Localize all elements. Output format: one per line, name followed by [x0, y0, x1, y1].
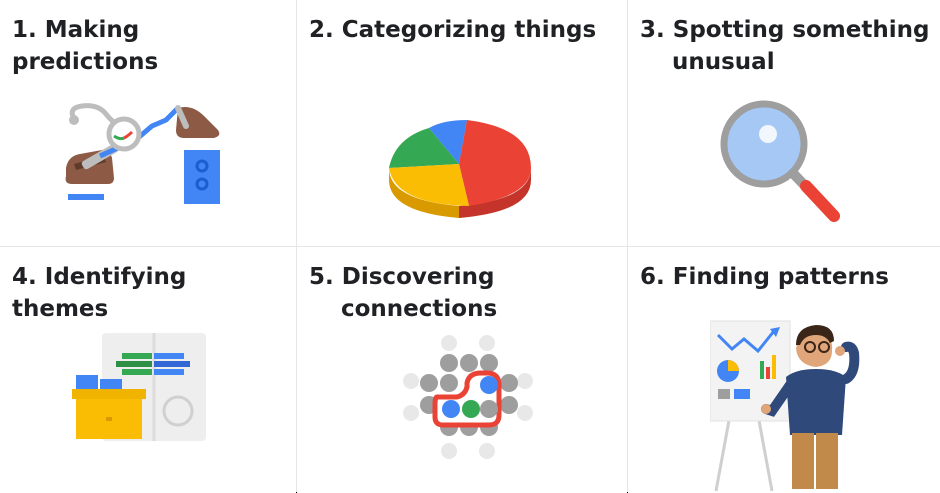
filing-box-icon — [66, 331, 216, 443]
cell-title-text: Discovering — [341, 264, 495, 290]
connected-dots-icon — [403, 331, 533, 461]
cell-spotting-unusual: 3. Spotting something unusual — [628, 0, 940, 246]
presenter-chart-icon — [710, 315, 860, 493]
cell-title: 2. Categorizing things — [309, 14, 619, 46]
robot-arm-line-chart-icon — [60, 98, 230, 210]
cell-title: 4. Identifying themes — [12, 261, 288, 325]
cell-number: 5. — [309, 264, 334, 290]
magnifying-glass-icon — [720, 100, 850, 230]
cell-number: 1. — [12, 17, 37, 43]
cell-number: 4. — [12, 264, 37, 290]
cell-title: 5. Discovering connections — [309, 261, 619, 325]
cell-number: 3. — [640, 17, 665, 43]
cell-title-text-line2: connections — [341, 296, 498, 322]
pie-chart-icon — [385, 108, 535, 218]
cell-making-predictions: 1. Making predictions — [0, 0, 296, 246]
cell-title-text: Making predictions — [12, 17, 159, 75]
cell-title-text: Identifying themes — [12, 264, 187, 322]
cell-categorizing-things: 2. Categorizing things — [297, 0, 627, 246]
cell-title-text: Categorizing things — [341, 17, 597, 43]
cell-title-text: Spotting something — [672, 17, 930, 43]
cell-title-text-line2: unusual — [672, 49, 775, 75]
cell-number: 6. — [640, 264, 665, 290]
cell-title-text: Finding patterns — [672, 264, 889, 290]
cell-number: 2. — [309, 17, 334, 43]
cell-discovering-connections: 5. Discovering connections — [297, 247, 627, 493]
cell-finding-patterns: 6. Finding patterns — [628, 247, 940, 493]
cell-title: 3. Spotting something unusual — [640, 14, 934, 78]
cell-title: 1. Making predictions — [12, 14, 288, 78]
cell-title: 6. Finding patterns — [640, 261, 934, 293]
cell-identifying-themes: 4. Identifying themes — [0, 247, 296, 493]
